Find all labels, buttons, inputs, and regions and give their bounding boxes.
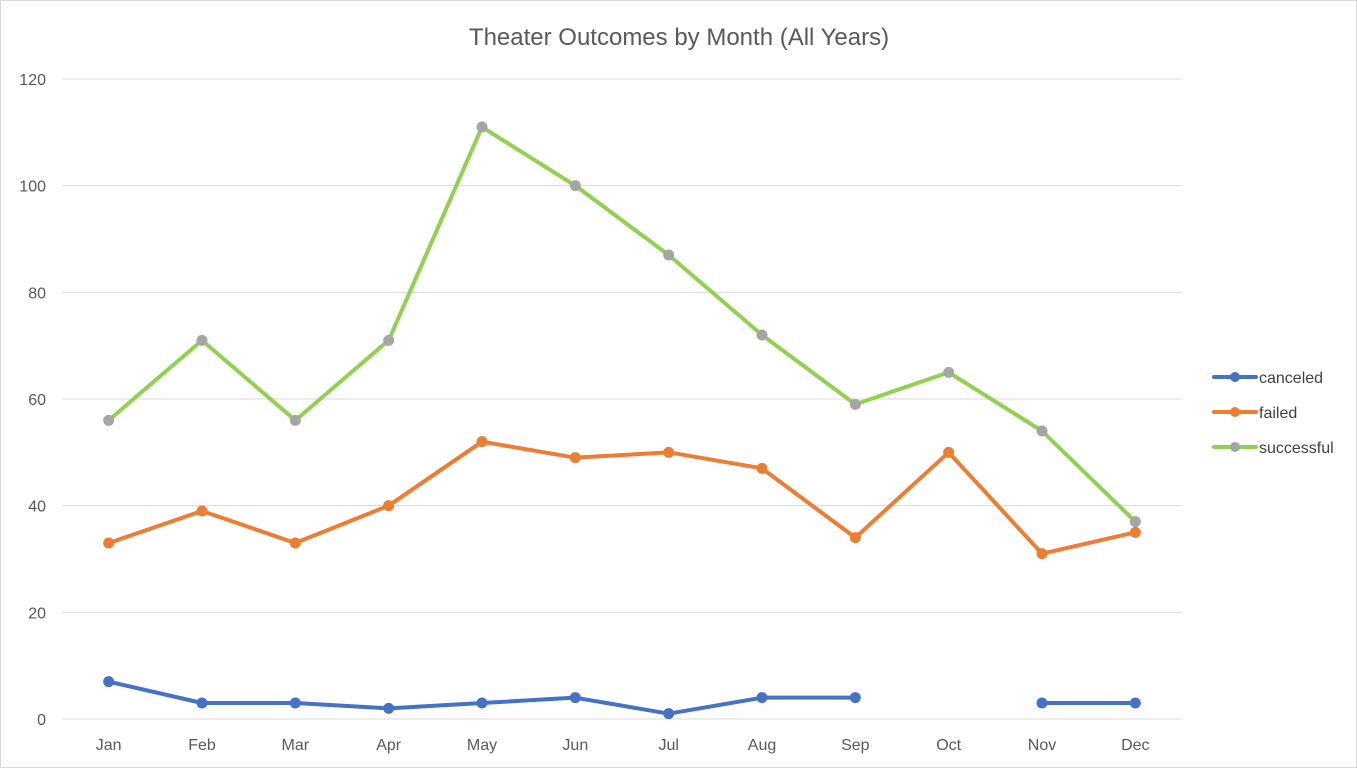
- data-point: [756, 462, 768, 474]
- data-point: [663, 249, 675, 261]
- data-point: [569, 180, 581, 192]
- data-point: [1129, 526, 1141, 538]
- data-point: [756, 692, 768, 704]
- x-tick-label: Feb: [188, 737, 216, 754]
- data-point: [663, 446, 675, 458]
- series-canceled: [103, 676, 1141, 720]
- x-axis-tick-labels: Jan Feb Mar Apr May Jun Jul Aug Sep Oct Nov Dec: [96, 737, 1150, 754]
- y-tick-label: 20: [28, 605, 46, 622]
- data-point: [196, 505, 208, 517]
- x-tick-label: Nov: [1028, 737, 1056, 754]
- y-tick-label: 40: [28, 499, 46, 516]
- data-point: [383, 702, 395, 714]
- y-tick-label: 60: [28, 392, 46, 409]
- x-tick-label: Jun: [562, 737, 588, 754]
- x-tick-label: Sep: [841, 737, 870, 754]
- x-tick-label: May: [467, 737, 497, 754]
- series-line: [106, 439, 1138, 556]
- legend-marker: [1230, 442, 1240, 452]
- data-point: [569, 692, 581, 704]
- x-tick-label: Jul: [658, 737, 678, 754]
- data-point: [383, 500, 395, 512]
- data-point: [289, 414, 301, 426]
- x-tick-label: Oct: [936, 737, 961, 754]
- data-point: [103, 537, 115, 549]
- x-tick-label: Apr: [376, 737, 402, 754]
- x-tick-label: Mar: [282, 737, 310, 754]
- x-tick-label: Jan: [96, 737, 122, 754]
- y-tick-label: 80: [28, 285, 46, 302]
- chart-title: Theater Outcomes by Month (All Years): [469, 24, 889, 51]
- data-point: [849, 398, 861, 410]
- y-tick-label: 120: [19, 72, 46, 89]
- data-point: [1036, 425, 1048, 437]
- series-lines: [103, 121, 1141, 720]
- data-point: [849, 692, 861, 704]
- y-axis-tick-labels: 0 20 40 60 80 100 120: [19, 72, 46, 729]
- data-point: [289, 537, 301, 549]
- gridlines: [62, 78, 1182, 720]
- data-point: [569, 452, 581, 464]
- legend-entry-canceled: canceled: [1212, 370, 1323, 387]
- data-point: [103, 414, 115, 426]
- legend-label: successful: [1259, 440, 1334, 457]
- y-tick-label: 100: [19, 179, 46, 196]
- series-line: [106, 125, 1138, 524]
- legend-label: failed: [1259, 405, 1297, 422]
- legend: canceled failed successful: [1212, 370, 1334, 457]
- legend-entry-failed: failed: [1212, 405, 1297, 422]
- data-point: [1129, 516, 1141, 528]
- data-point: [476, 436, 488, 448]
- data-point: [196, 697, 208, 709]
- data-point: [476, 697, 488, 709]
- data-point: [943, 366, 955, 378]
- data-point: [663, 708, 675, 720]
- x-tick-label: Dec: [1121, 737, 1149, 754]
- series-successful: [103, 121, 1141, 528]
- y-tick-label: 0: [37, 712, 46, 729]
- data-point: [1129, 697, 1141, 709]
- data-point: [1036, 548, 1048, 560]
- data-point: [476, 121, 488, 133]
- data-point: [756, 329, 768, 341]
- legend-marker: [1230, 372, 1240, 382]
- x-tick-label: Aug: [748, 737, 776, 754]
- data-point: [103, 676, 115, 688]
- data-point: [943, 446, 955, 458]
- legend-marker: [1230, 407, 1240, 417]
- data-point: [383, 334, 395, 346]
- data-point: [849, 532, 861, 544]
- series-failed: [103, 436, 1141, 560]
- legend-label: canceled: [1259, 370, 1323, 387]
- data-point: [1036, 697, 1048, 709]
- legend-entry-successful: successful: [1212, 440, 1334, 457]
- data-point: [289, 697, 301, 709]
- data-point: [196, 334, 208, 346]
